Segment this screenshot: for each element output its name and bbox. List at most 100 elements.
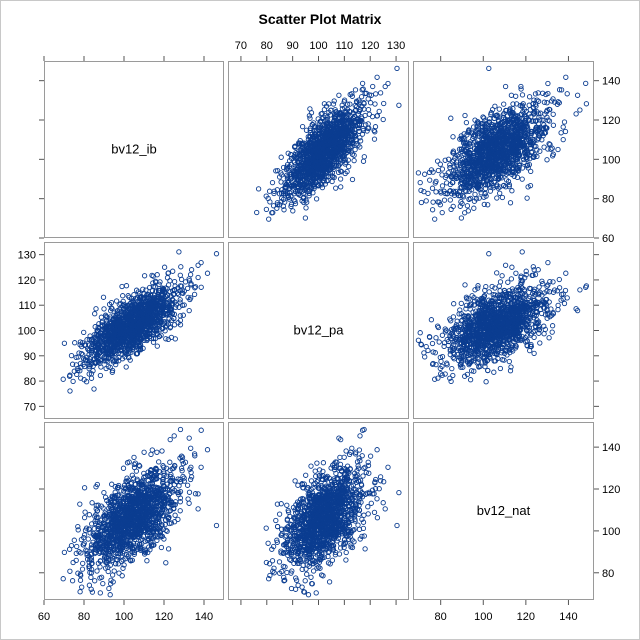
data-point xyxy=(292,168,298,174)
data-point xyxy=(263,206,270,213)
data-point xyxy=(284,179,290,185)
data-point xyxy=(326,167,333,173)
diagonal-label-bv12_pa: bv12_pa xyxy=(294,323,345,338)
data-point xyxy=(360,86,366,92)
data-point xyxy=(316,121,322,127)
data-point xyxy=(342,116,349,122)
data-point xyxy=(344,168,350,175)
data-point xyxy=(284,161,291,168)
data-point xyxy=(301,140,307,146)
data-point xyxy=(254,209,260,216)
data-point xyxy=(374,74,380,80)
data-point xyxy=(310,167,316,173)
data-point xyxy=(374,113,381,119)
data-point xyxy=(352,122,358,128)
data-point xyxy=(303,205,309,211)
data-point xyxy=(288,176,294,182)
data-point xyxy=(271,188,277,194)
data-point xyxy=(349,176,356,183)
data-point xyxy=(271,190,277,197)
data-point xyxy=(361,101,367,107)
data-point xyxy=(351,157,357,164)
data-point xyxy=(343,159,349,166)
data-point xyxy=(313,196,320,202)
data-point xyxy=(337,176,344,182)
cell-bv12_ib-vs-bv12_pa xyxy=(228,61,409,238)
data-point xyxy=(348,130,355,136)
data-point xyxy=(333,185,339,191)
data-point xyxy=(269,210,275,216)
data-point xyxy=(369,113,376,120)
data-point xyxy=(348,118,354,124)
data-point xyxy=(290,208,296,214)
data-point xyxy=(307,127,313,133)
data-point xyxy=(270,203,277,209)
data-point xyxy=(323,103,330,109)
data-point xyxy=(364,128,370,134)
data-point xyxy=(352,87,359,93)
data-point xyxy=(322,125,328,131)
data-point xyxy=(355,125,362,131)
data-point xyxy=(274,187,280,193)
data-point xyxy=(288,203,294,210)
data-point xyxy=(348,149,354,155)
cell-bv12_pa-vs-bv12_pa: bv12_pa xyxy=(228,242,409,419)
data-point xyxy=(363,90,369,96)
data-point xyxy=(380,116,386,123)
data-point xyxy=(346,163,352,170)
data-point xyxy=(344,101,351,107)
data-point xyxy=(346,117,352,123)
data-point xyxy=(311,155,317,161)
data-point xyxy=(287,175,293,182)
data-point xyxy=(355,111,362,117)
data-point xyxy=(370,83,376,90)
data-point xyxy=(371,136,378,142)
data-point xyxy=(358,114,364,120)
data-point xyxy=(278,154,284,160)
data-point xyxy=(304,199,310,205)
data-point xyxy=(292,198,298,204)
data-point xyxy=(366,92,372,98)
diagonal-label-bv12_ib: bv12_ib xyxy=(111,142,157,157)
data-point xyxy=(296,140,302,147)
data-point xyxy=(281,207,287,213)
data-point xyxy=(373,91,379,97)
data-point xyxy=(363,122,369,128)
data-point xyxy=(280,191,287,197)
data-point xyxy=(376,108,382,115)
data-point xyxy=(276,191,283,197)
data-point xyxy=(381,100,387,107)
data-point xyxy=(358,94,365,100)
cell-bv12_ib-vs-bv12_ib: bv12_ib xyxy=(44,61,224,238)
data-point xyxy=(266,216,272,222)
data-point xyxy=(285,165,291,172)
data-point xyxy=(265,195,271,202)
data-point xyxy=(310,174,316,180)
data-point xyxy=(300,168,307,174)
data-point xyxy=(277,202,283,208)
data-point xyxy=(255,186,262,192)
data-point xyxy=(359,80,366,87)
data-point xyxy=(295,150,301,157)
data-point xyxy=(371,127,377,134)
data-point xyxy=(343,150,349,156)
data-point xyxy=(307,115,313,121)
data-point xyxy=(347,101,353,107)
data-point xyxy=(302,160,308,166)
data-point xyxy=(396,102,402,108)
data-point xyxy=(326,123,332,129)
data-point xyxy=(331,98,337,104)
data-point xyxy=(299,167,305,173)
chart-title: Scatter Plot Matrix xyxy=(259,11,382,27)
data-point xyxy=(340,111,346,118)
data-point xyxy=(319,184,326,191)
data-point xyxy=(299,123,306,130)
cell-frame xyxy=(44,61,224,238)
data-point xyxy=(283,181,290,188)
data-point xyxy=(339,102,345,108)
data-point xyxy=(356,97,362,103)
data-point xyxy=(302,215,309,221)
data-point xyxy=(352,107,358,114)
